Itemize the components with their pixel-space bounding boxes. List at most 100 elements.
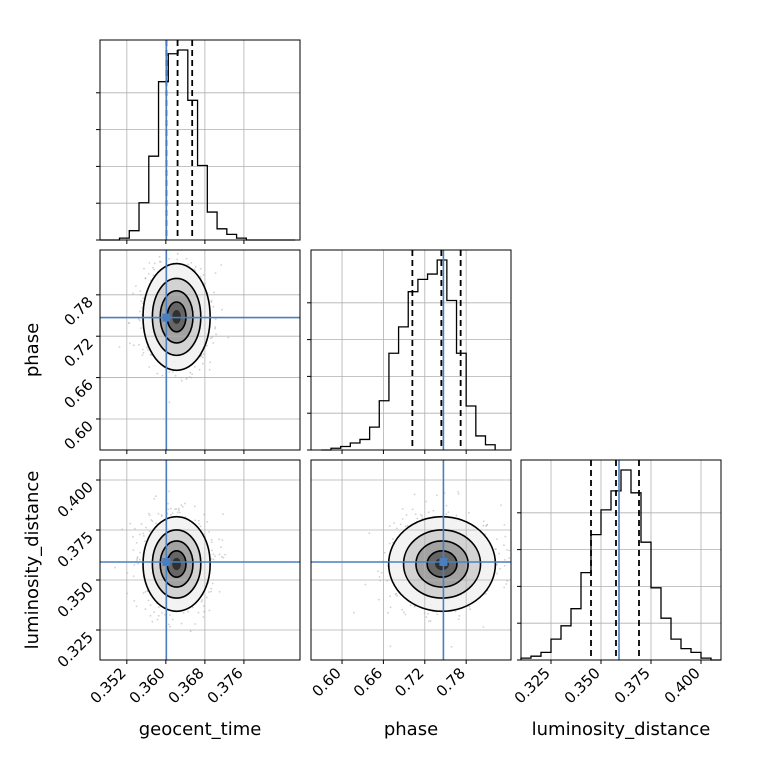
scatter-point <box>139 290 142 292</box>
scatter-point <box>380 571 383 574</box>
scatter-point <box>187 263 190 266</box>
scatter-point <box>148 262 151 264</box>
scatter-point <box>498 552 500 555</box>
scatter-point <box>221 308 224 311</box>
scatter-point <box>211 549 214 552</box>
panel-frame <box>99 459 301 661</box>
scatter-point <box>401 608 404 611</box>
scatter-point <box>218 538 221 541</box>
scatter-point <box>210 558 213 560</box>
scatter-point <box>208 531 211 533</box>
x-tick-label: 0.66 <box>350 664 386 700</box>
scatter-point <box>144 540 146 542</box>
scatter-point <box>468 605 471 608</box>
scatter-point <box>153 497 156 500</box>
scatter-point <box>469 608 471 611</box>
scatter-point <box>202 605 205 607</box>
scatter-point <box>419 513 422 516</box>
scatter-point <box>393 522 395 524</box>
scatter-point <box>150 519 153 521</box>
contour-line <box>159 540 194 588</box>
scatter-point <box>133 600 136 602</box>
scatter-point <box>202 616 205 618</box>
scatter-point <box>368 532 371 535</box>
scatter-point <box>396 594 399 597</box>
scatter-point <box>445 513 448 515</box>
x-tick-label: 0.360 <box>126 664 169 707</box>
scatter-point <box>427 612 429 615</box>
scatter-point <box>416 517 419 520</box>
scatter-point <box>205 596 208 599</box>
scatter-point <box>176 252 179 255</box>
scatter-point <box>506 580 509 582</box>
scatter-point <box>193 366 196 368</box>
scatter-point <box>387 611 389 614</box>
scatter-point <box>167 502 169 505</box>
scatter-point <box>127 322 130 324</box>
scatter-point <box>210 541 213 543</box>
scatter-point <box>129 342 131 345</box>
scatter-point <box>404 525 407 528</box>
scatter-point <box>142 297 145 300</box>
scatter-point <box>389 606 392 609</box>
scatter-point <box>132 575 135 577</box>
scatter-point <box>482 626 485 628</box>
scatter-point <box>454 610 457 613</box>
panel-frame <box>99 39 301 241</box>
x-tick-label: 0.376 <box>204 664 247 707</box>
scatter-point <box>168 371 171 374</box>
scatter-point <box>193 505 196 508</box>
contour-line <box>387 515 497 613</box>
scatter-point <box>212 342 215 344</box>
scatter-point <box>133 527 136 530</box>
scatter-point <box>139 533 141 536</box>
scatter-point <box>138 558 141 561</box>
scatter-point <box>401 518 404 520</box>
scatter-point <box>215 333 218 336</box>
scatter-point <box>149 614 152 617</box>
scatter-point <box>436 613 439 616</box>
scatter-point <box>177 509 180 512</box>
scatter-point <box>175 508 178 510</box>
scatter-point <box>129 522 132 525</box>
scatter-point <box>168 401 171 404</box>
scatter-point <box>170 513 172 516</box>
scatter-point <box>132 549 135 551</box>
y-tick-label: 0.350 <box>54 578 97 621</box>
scatter-point <box>160 514 163 516</box>
scatter-point <box>401 508 404 510</box>
scatter-point <box>135 605 138 608</box>
scatter-point <box>152 266 154 269</box>
scatter-point <box>160 515 163 517</box>
scatter-point <box>147 512 150 515</box>
scatter-point <box>211 336 214 339</box>
scatter-point <box>482 524 485 527</box>
scatter-point <box>137 562 140 565</box>
scatter-point <box>150 354 153 356</box>
x-tick-label: 0.400 <box>661 664 704 707</box>
scatter-point <box>142 592 145 594</box>
scatter-point <box>485 524 488 526</box>
scatter-point <box>214 326 217 328</box>
scatter-point <box>157 512 160 515</box>
x-tick-label: 0.72 <box>391 664 427 700</box>
scatter-point <box>503 586 506 589</box>
scatter-point <box>145 526 147 529</box>
scatter-point <box>181 506 184 508</box>
scatter-point <box>128 322 131 324</box>
scatter-point <box>486 523 489 526</box>
scatter-point <box>457 493 460 495</box>
scatter-point <box>428 620 430 623</box>
scatter-point <box>161 374 164 377</box>
scatter-point <box>136 556 139 558</box>
scatter-point <box>152 274 155 277</box>
scatter-point <box>143 267 145 270</box>
scatter-point <box>392 538 394 540</box>
scatter-point <box>213 291 215 294</box>
panel-frame <box>310 459 512 661</box>
x-tick-label: 0.352 <box>87 664 130 707</box>
scatter-point <box>185 378 188 380</box>
scatter-point <box>169 625 171 628</box>
scatter-point <box>496 563 498 566</box>
scatter-point <box>395 592 397 595</box>
